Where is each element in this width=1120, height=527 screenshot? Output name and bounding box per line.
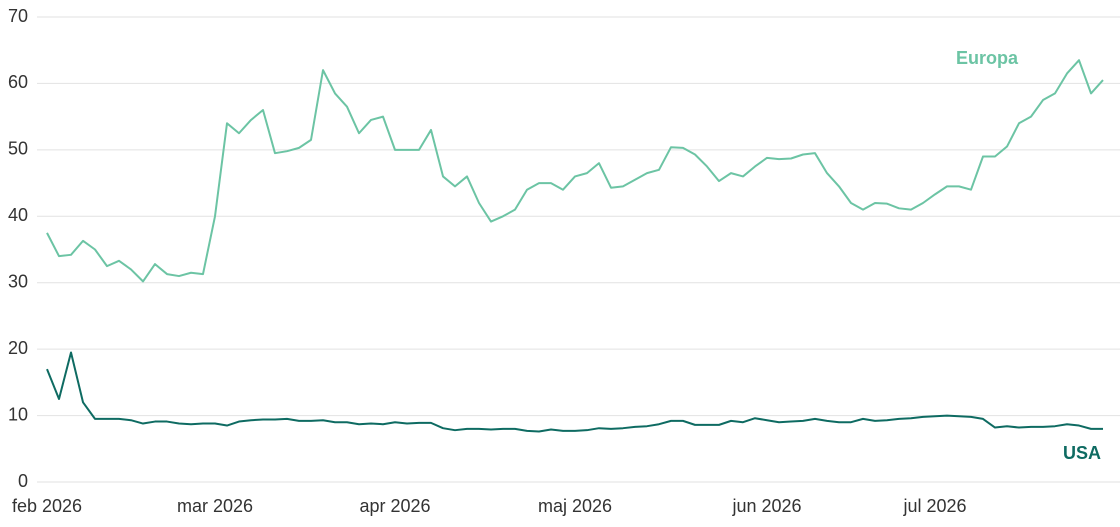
x-tick-label: maj 2026 xyxy=(538,496,612,516)
y-tick-label: 20 xyxy=(8,338,28,358)
x-tick-label: mar 2026 xyxy=(177,496,253,516)
x-tick-label: apr 2026 xyxy=(359,496,430,516)
y-tick-label: 10 xyxy=(8,404,28,424)
y-tick-label: 0 xyxy=(18,471,28,491)
series-label: Europa xyxy=(956,48,1019,68)
y-tick-label: 40 xyxy=(8,205,28,225)
x-tick-label: jul 2026 xyxy=(902,496,966,516)
line xyxy=(46,59,1104,283)
series-label: USA xyxy=(1063,443,1101,463)
y-tick-label: 50 xyxy=(8,139,28,159)
y-tick-label: 60 xyxy=(8,72,28,92)
x-tick-label: feb 2026 xyxy=(12,496,82,516)
line xyxy=(46,351,1103,433)
x-tick-label: jun 2026 xyxy=(731,496,801,516)
y-tick-label: 70 xyxy=(8,6,28,26)
y-tick-label: 30 xyxy=(8,271,28,291)
